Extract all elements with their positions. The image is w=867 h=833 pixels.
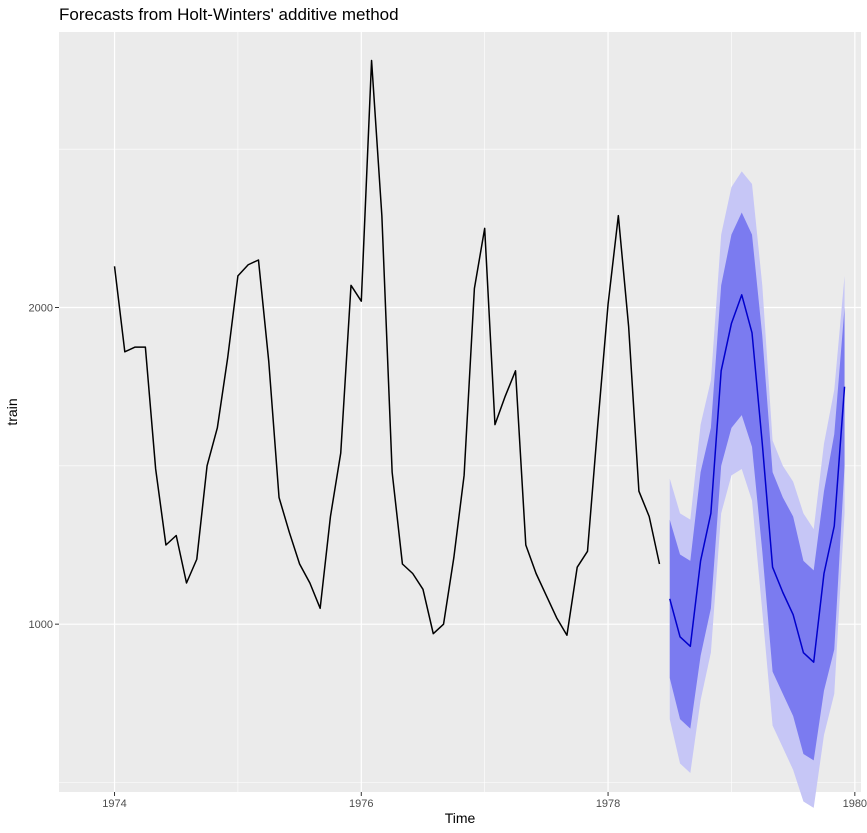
y-tick-label: 1000 xyxy=(29,619,53,631)
interval-80-band xyxy=(669,212,845,761)
x-tick-label: 1974 xyxy=(102,798,126,810)
prediction-intervals xyxy=(669,171,845,808)
axis-ticks: 1974 1976 1978 1980 1000 2000 xyxy=(29,303,867,811)
y-axis-title: train xyxy=(4,398,20,425)
series-lines xyxy=(113,59,846,663)
forecast-mean-line xyxy=(669,294,846,663)
x-tick-label: 1976 xyxy=(349,798,373,810)
y-tick-label: 2000 xyxy=(29,303,53,315)
chart-title: Forecasts from Holt-Winters' additive me… xyxy=(59,5,399,24)
major-gridlines xyxy=(59,32,861,792)
x-tick-label: 1980 xyxy=(843,798,867,810)
x-axis-title: Time xyxy=(445,810,476,826)
observed-series-line xyxy=(113,59,661,636)
x-tick-label: 1978 xyxy=(596,798,620,810)
